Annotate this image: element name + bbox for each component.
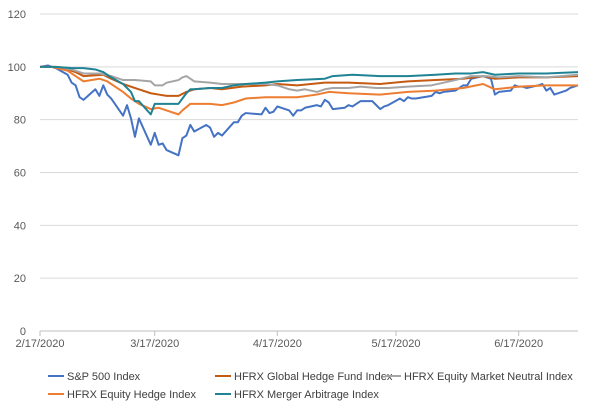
- x-tick-label: 2/17/2020: [16, 338, 65, 350]
- y-tick-label: 60: [14, 168, 26, 180]
- y-tick-label: 100: [8, 62, 26, 74]
- x-tick-label: 4/17/2020: [253, 338, 302, 350]
- y-tick-label: 40: [14, 220, 26, 232]
- y-axis-ticks: 0 20 40 60 80 100 120: [8, 9, 26, 338]
- x-tick-label: 6/17/2020: [494, 338, 543, 350]
- series-line-hfrx-merger-arbitrage-index: [40, 65, 579, 116]
- legend-label: HFRX Equity Hedge Index: [67, 389, 197, 401]
- x-tick-label: 3/17/2020: [130, 338, 179, 350]
- legend-label: HFRX Equity Market Neutral Index: [404, 371, 573, 383]
- gridlines: [40, 13, 578, 279]
- y-tick-label: 120: [8, 9, 26, 21]
- y-tick-label: 80: [14, 115, 26, 127]
- legend-label: HFRX Global Hedge Fund Index: [234, 371, 393, 383]
- legend: S&P 500 Index HFRX Global Hedge Fund Inde…: [48, 371, 573, 401]
- legend-label: HFRX Merger Arbitrage Index: [234, 389, 379, 401]
- y-tick-label: 20: [14, 273, 26, 285]
- series-line-hfrx-equity-hedge-index: [40, 65, 578, 116]
- x-axis-ticks: 2/17/2020 3/17/2020 4/17/2020 5/17/2020 6/17…: [16, 331, 543, 350]
- y-tick-label: 0: [20, 326, 26, 338]
- series-line-hfrx-equity-market-neutral-index: [40, 65, 579, 93]
- x-tick-label: 5/17/2020: [372, 338, 421, 350]
- series-lines: [39, 64, 579, 157]
- legend-label: S&P 500 Index: [67, 371, 141, 383]
